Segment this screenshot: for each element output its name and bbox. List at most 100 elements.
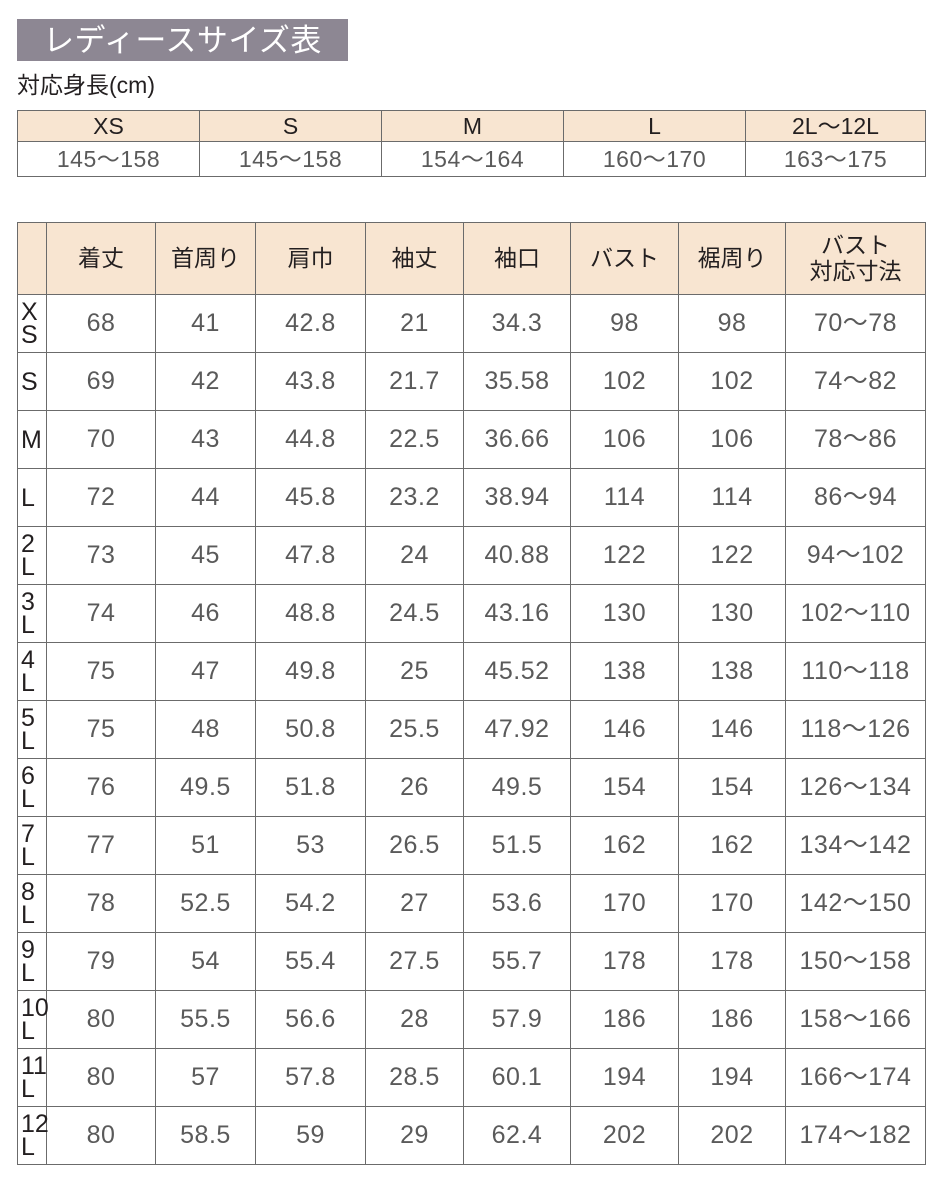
measurement-cell: 154	[570, 758, 679, 817]
measurement-cell: 44.8	[255, 410, 366, 469]
measurement-cell: 45.8	[255, 468, 366, 527]
measurement-cell: 47	[155, 642, 256, 701]
measurement-cell: 62.4	[463, 1106, 571, 1165]
page-title-banner: レディースサイズ表	[17, 19, 348, 61]
row-size-label: 12 L	[17, 1106, 49, 1165]
height-value-cell-4: 163〜175	[745, 141, 926, 177]
measurement-cell: 174〜182	[785, 1106, 926, 1165]
measurement-cell: 186	[570, 990, 679, 1049]
column-header-line: バスト	[590, 244, 659, 271]
column-header-line: 着丈	[78, 244, 124, 271]
measurement-cell: 51.5	[463, 816, 571, 875]
measurement-cell: 166〜174	[785, 1048, 926, 1107]
measurement-cell: 23.2	[365, 468, 464, 527]
height-header-cell-0: XS	[17, 110, 200, 142]
row-size-label-line: M	[21, 425, 42, 454]
measurement-cell: 162	[570, 816, 679, 875]
measurement-cell: 55.7	[463, 932, 571, 991]
row-size-label: S	[17, 352, 47, 411]
measurement-cell: 41	[155, 294, 256, 353]
measurement-cell: 154	[678, 758, 786, 817]
height-header-cell-3: L	[563, 110, 746, 142]
measurement-cell: 94〜102	[785, 526, 926, 585]
measurement-cell: 24	[365, 526, 464, 585]
measurement-cell: 138	[570, 642, 679, 701]
table-row: X S 68 41 42.8 21 34.3 98 98 70〜78	[17, 294, 926, 353]
measurement-cell: 50.8	[255, 700, 366, 759]
measurement-cell: 48.8	[255, 584, 366, 643]
row-size-label-line: L	[21, 727, 35, 755]
measurement-cell: 40.88	[463, 526, 571, 585]
measurement-cell: 134〜142	[785, 816, 926, 875]
column-header-line: 裾周り	[697, 244, 767, 271]
measurement-cell: 98	[570, 294, 679, 353]
table-row: 7 L 77 51 53 26.5 51.5 162 162 134〜142	[17, 816, 926, 875]
measurement-cell: 49.5	[155, 758, 256, 817]
measurement-cell: 27.5	[365, 932, 464, 991]
row-size-label-line: 6	[21, 762, 35, 790]
measurement-cell: 170	[678, 874, 786, 933]
measurements-corner-cell	[17, 222, 47, 295]
measurement-cell: 42	[155, 352, 256, 411]
measurements-column-header: 首周り	[155, 222, 256, 295]
table-row: 6 L 76 49.5 51.8 26 49.5 154 154 126〜134	[17, 758, 926, 817]
measurement-cell: 194	[570, 1048, 679, 1107]
measurements-table: 着丈 首周り 肩巾 袖丈 袖口 バスト 裾周り バスト 対応寸法 X S 68 41 42.8 21 34.…	[17, 222, 926, 1165]
measurement-cell: 76	[46, 758, 156, 817]
measurement-cell: 35.58	[463, 352, 571, 411]
measurement-cell: 49.5	[463, 758, 571, 817]
measurement-cell: 75	[46, 642, 156, 701]
measurements-column-header: 袖丈	[365, 222, 464, 295]
measurement-cell: 80	[46, 1048, 156, 1107]
measurements-column-header: バスト 対応寸法	[785, 222, 926, 295]
measurement-cell: 54	[155, 932, 256, 991]
measurement-cell: 78	[46, 874, 156, 933]
measurement-cell: 130	[678, 584, 786, 643]
column-header-line: 袖口	[494, 244, 540, 271]
measurement-cell: 158〜166	[785, 990, 926, 1049]
measurement-cell: 78〜86	[785, 410, 926, 469]
measurement-cell: 74	[46, 584, 156, 643]
measurement-cell: 202	[570, 1106, 679, 1165]
measurement-cell: 26.5	[365, 816, 464, 875]
measurement-cell: 122	[570, 526, 679, 585]
measurements-column-header: 肩巾	[255, 222, 366, 295]
measurement-cell: 60.1	[463, 1048, 571, 1107]
measurement-cell: 59	[255, 1106, 366, 1165]
measurement-cell: 80	[46, 1106, 156, 1165]
measurement-cell: 34.3	[463, 294, 571, 353]
measurement-cell: 26	[365, 758, 464, 817]
measurement-cell: 21.7	[365, 352, 464, 411]
table-row: 8 L 78 52.5 54.2 27 53.6 170 170 142〜150	[17, 874, 926, 933]
measurement-cell: 28.5	[365, 1048, 464, 1107]
row-size-label-line: 12	[21, 1110, 49, 1138]
table-row: M 70 43 44.8 22.5 36.66 106 106 78〜86	[17, 410, 926, 469]
measurement-cell: 47.92	[463, 700, 571, 759]
row-size-label-line: 3	[21, 588, 35, 616]
measurement-cell: 178	[570, 932, 679, 991]
measurement-cell: 79	[46, 932, 156, 991]
measurement-cell: 70	[46, 410, 156, 469]
column-header-line: バスト	[821, 231, 890, 258]
measurement-cell: 21	[365, 294, 464, 353]
height-table-value-row: 145〜158 145〜158 154〜164 160〜170 163〜175	[17, 141, 926, 177]
table-row: 2 L 73 45 47.8 24 40.88 122 122 94〜102	[17, 526, 926, 585]
table-row: 12 L 80 58.5 59 29 62.4 202 202 174〜182	[17, 1106, 926, 1165]
table-row: 11 L 80 57 57.8 28.5 60.1 194 194 166〜174	[17, 1048, 926, 1107]
row-size-label: 11 L	[17, 1048, 47, 1107]
row-size-label-line: 7	[21, 820, 35, 848]
measurement-cell: 49.8	[255, 642, 366, 701]
measurement-cell: 150〜158	[785, 932, 926, 991]
column-header-line: 首周り	[171, 244, 240, 271]
measurement-cell: 80	[46, 990, 156, 1049]
height-table-caption: 対応身長(cm)	[17, 72, 155, 98]
row-size-label-line: 11	[21, 1052, 47, 1080]
row-size-label-line: L	[21, 959, 35, 987]
measurement-cell: 29	[365, 1106, 464, 1165]
row-size-label-line: 10	[21, 994, 49, 1022]
